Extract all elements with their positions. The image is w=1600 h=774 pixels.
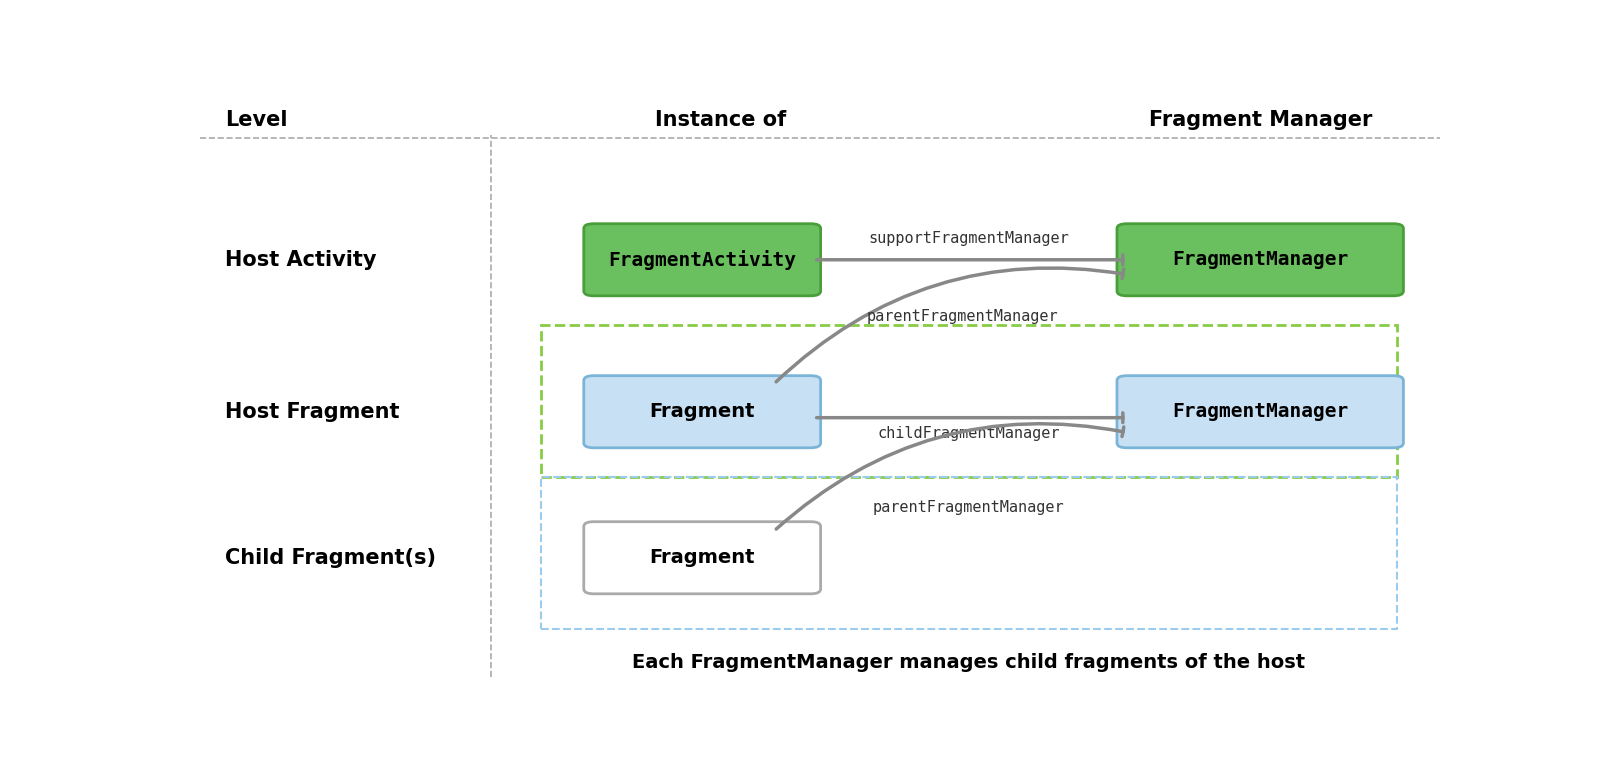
FancyBboxPatch shape [584, 522, 821, 594]
Text: childFragmentManager: childFragmentManager [877, 426, 1061, 441]
FancyBboxPatch shape [584, 224, 821, 296]
Text: Fragment Manager: Fragment Manager [1149, 110, 1371, 130]
Text: supportFragmentManager: supportFragmentManager [869, 231, 1069, 246]
Text: parentFragmentManager: parentFragmentManager [874, 499, 1064, 515]
Text: Level: Level [224, 110, 288, 130]
Text: Each FragmentManager manages child fragments of the host: Each FragmentManager manages child fragm… [632, 652, 1306, 672]
Text: FragmentManager: FragmentManager [1173, 402, 1349, 421]
FancyBboxPatch shape [584, 375, 821, 448]
FancyBboxPatch shape [1117, 375, 1403, 448]
Text: Host Activity: Host Activity [224, 250, 376, 270]
Text: Instance of: Instance of [654, 110, 787, 130]
FancyBboxPatch shape [1117, 224, 1403, 296]
Text: parentFragmentManager: parentFragmentManager [867, 309, 1059, 324]
Text: Fragment: Fragment [650, 548, 755, 567]
Text: Host Fragment: Host Fragment [224, 402, 400, 422]
Text: FragmentManager: FragmentManager [1173, 250, 1349, 269]
Text: FragmentActivity: FragmentActivity [608, 250, 797, 270]
Text: Fragment: Fragment [650, 402, 755, 421]
Text: Child Fragment(s): Child Fragment(s) [224, 548, 435, 568]
